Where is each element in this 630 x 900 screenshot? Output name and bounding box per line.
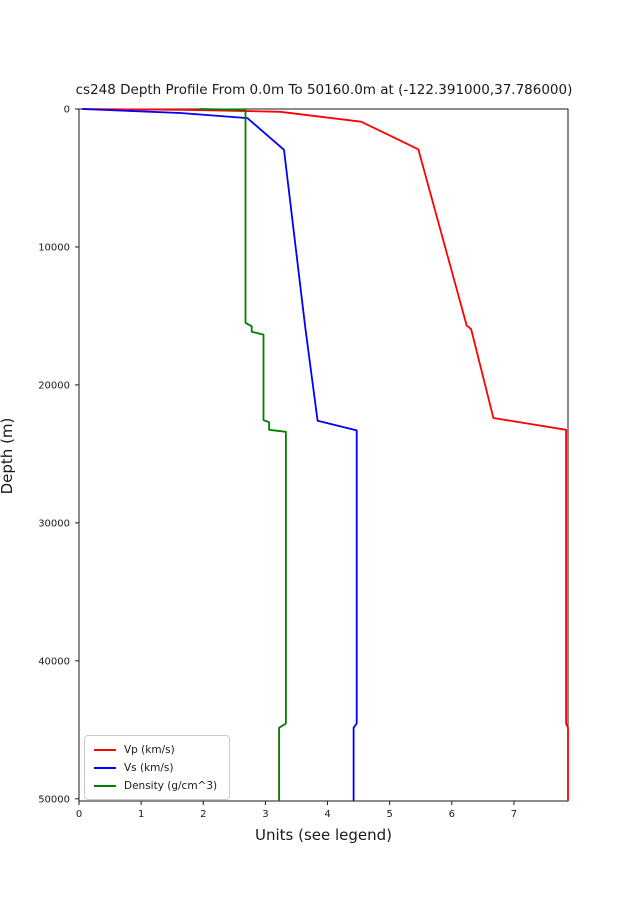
legend-label: Density (g/cm^3)	[124, 779, 218, 792]
y-axis-label: Depth (m)	[0, 417, 16, 495]
y-tick-label-30000: 30000	[38, 518, 70, 529]
x-tick-label-5: 5	[386, 809, 392, 820]
legend-line-swatch	[94, 766, 116, 769]
series-line-density	[200, 108, 287, 801]
legend-line-swatch	[94, 748, 116, 751]
axes-frame	[78, 108, 569, 802]
y-tick-label-20000: 20000	[38, 380, 70, 391]
y-tick-label-0: 0	[64, 105, 70, 116]
legend-label: Vp (km/s)	[124, 743, 175, 756]
series-line-vp	[82, 108, 569, 801]
legend-label: Vs (km/s)	[124, 761, 174, 774]
legend-line-swatch	[94, 784, 116, 787]
y-tick-label-40000: 40000	[38, 656, 70, 667]
y-tick-label-10000: 10000	[38, 242, 70, 253]
x-tick-label-0: 0	[76, 809, 82, 820]
legend-entry-density: Density (g/cm^3)	[94, 779, 217, 792]
x-tick-label-2: 2	[200, 809, 206, 820]
x-axis-label: Units (see legend)	[254, 826, 393, 844]
legend: Vp (km/s) Vs (km/s) Density (g/cm^3)	[84, 735, 231, 800]
legend-entry-vp: Vp (km/s)	[94, 743, 217, 756]
x-tick-label-4: 4	[324, 809, 330, 820]
y-tick-label-50000: 50000	[38, 794, 70, 805]
x-tick-label-1: 1	[138, 809, 144, 820]
x-tick-label-6: 6	[449, 809, 455, 820]
chart-title: cs248 Depth Profile From 0.0m To 50160.0…	[75, 82, 573, 98]
legend-entry-vs: Vs (km/s)	[94, 761, 217, 774]
series-line-vs	[82, 108, 358, 801]
x-tick-label-7: 7	[511, 809, 517, 820]
x-tick-label-3: 3	[262, 809, 268, 820]
